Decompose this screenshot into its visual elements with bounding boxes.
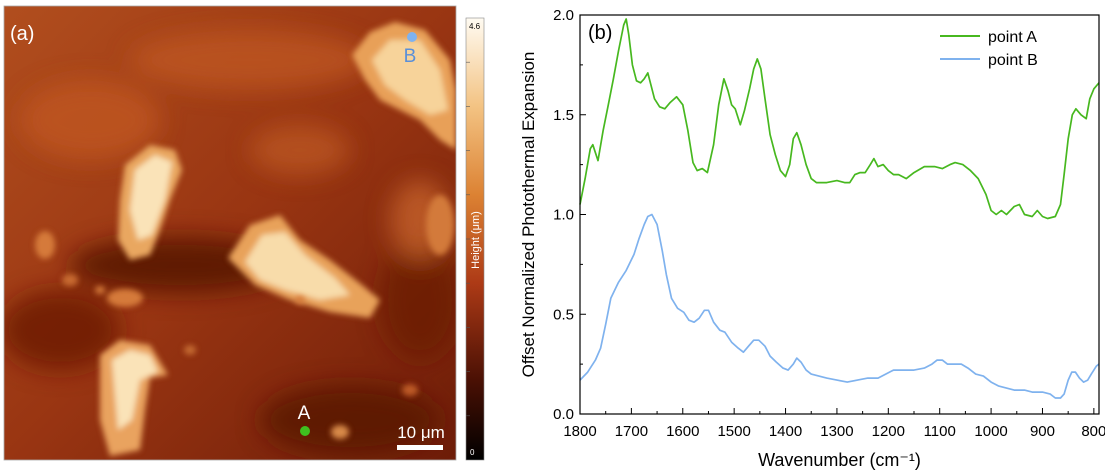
x-tick-label: 1800: [563, 423, 596, 440]
y-tick-label: 0.0: [553, 406, 574, 423]
x-tick-label: 1600: [666, 423, 699, 440]
afm-height-map-panel: (a) B A 10 μm 4.6 0 Height (μm): [0, 0, 520, 471]
legend-label: point B: [988, 52, 1038, 69]
x-tick-label: 900: [1030, 423, 1055, 440]
scalebar-label: 10 μm: [397, 423, 445, 442]
spectrum-chart-panel: 1800 1700 1600 1500 1400 1300 1200 1100 1000 900 8…: [519, 0, 1105, 471]
x-tick-label: 1000: [974, 423, 1007, 440]
panel-a-label: (a): [10, 23, 34, 45]
legend-label: point A: [988, 29, 1037, 46]
colorbar-ticks: [466, 61, 470, 417]
afm-image: [4, 6, 456, 460]
y-tick-label: 2.0: [553, 7, 574, 24]
x-tick-label: 1700: [615, 423, 648, 440]
panel-b-label: (b): [588, 22, 612, 44]
colorbar-title: Height (μm): [470, 211, 482, 269]
x-tick-label: 1200: [872, 423, 905, 440]
series-line-point-b: [579, 213, 1100, 399]
plot-frame: [579, 14, 1100, 415]
legend: point A point B: [940, 29, 1038, 69]
colorbar-min-label: 0: [470, 448, 475, 457]
x-tick-label: 1500: [717, 423, 750, 440]
afm-figure: (a) B A 10 μm 4.6 0 Height (μm): [3, 5, 485, 461]
point-b-marker: [407, 32, 417, 42]
y-axis-label: Offset Normalized Photothermal Expansion: [520, 52, 538, 378]
y-tick-label: 1.5: [553, 107, 574, 124]
x-axis-label: Wavenumber (cm⁻¹): [758, 450, 921, 470]
series-line-point-a: [579, 18, 1100, 220]
x-tick-label: 1300: [820, 423, 853, 440]
point-a-label: A: [298, 403, 311, 424]
point-a-marker: [300, 426, 310, 436]
y-tick-label: 1.0: [553, 207, 574, 224]
point-b-label: B: [404, 46, 417, 67]
spectrum-chart: 1800 1700 1600 1500 1400 1300 1200 1100 1000 900 8…: [519, 7, 1105, 470]
x-tick-label: 800: [1081, 423, 1105, 440]
y-tick-label: 0.5: [553, 306, 574, 323]
x-tick-label: 1100: [924, 423, 956, 440]
x-tick-label: 1400: [769, 423, 802, 440]
scalebar: [397, 445, 443, 450]
colorbar-max-label: 4.6: [469, 22, 481, 31]
